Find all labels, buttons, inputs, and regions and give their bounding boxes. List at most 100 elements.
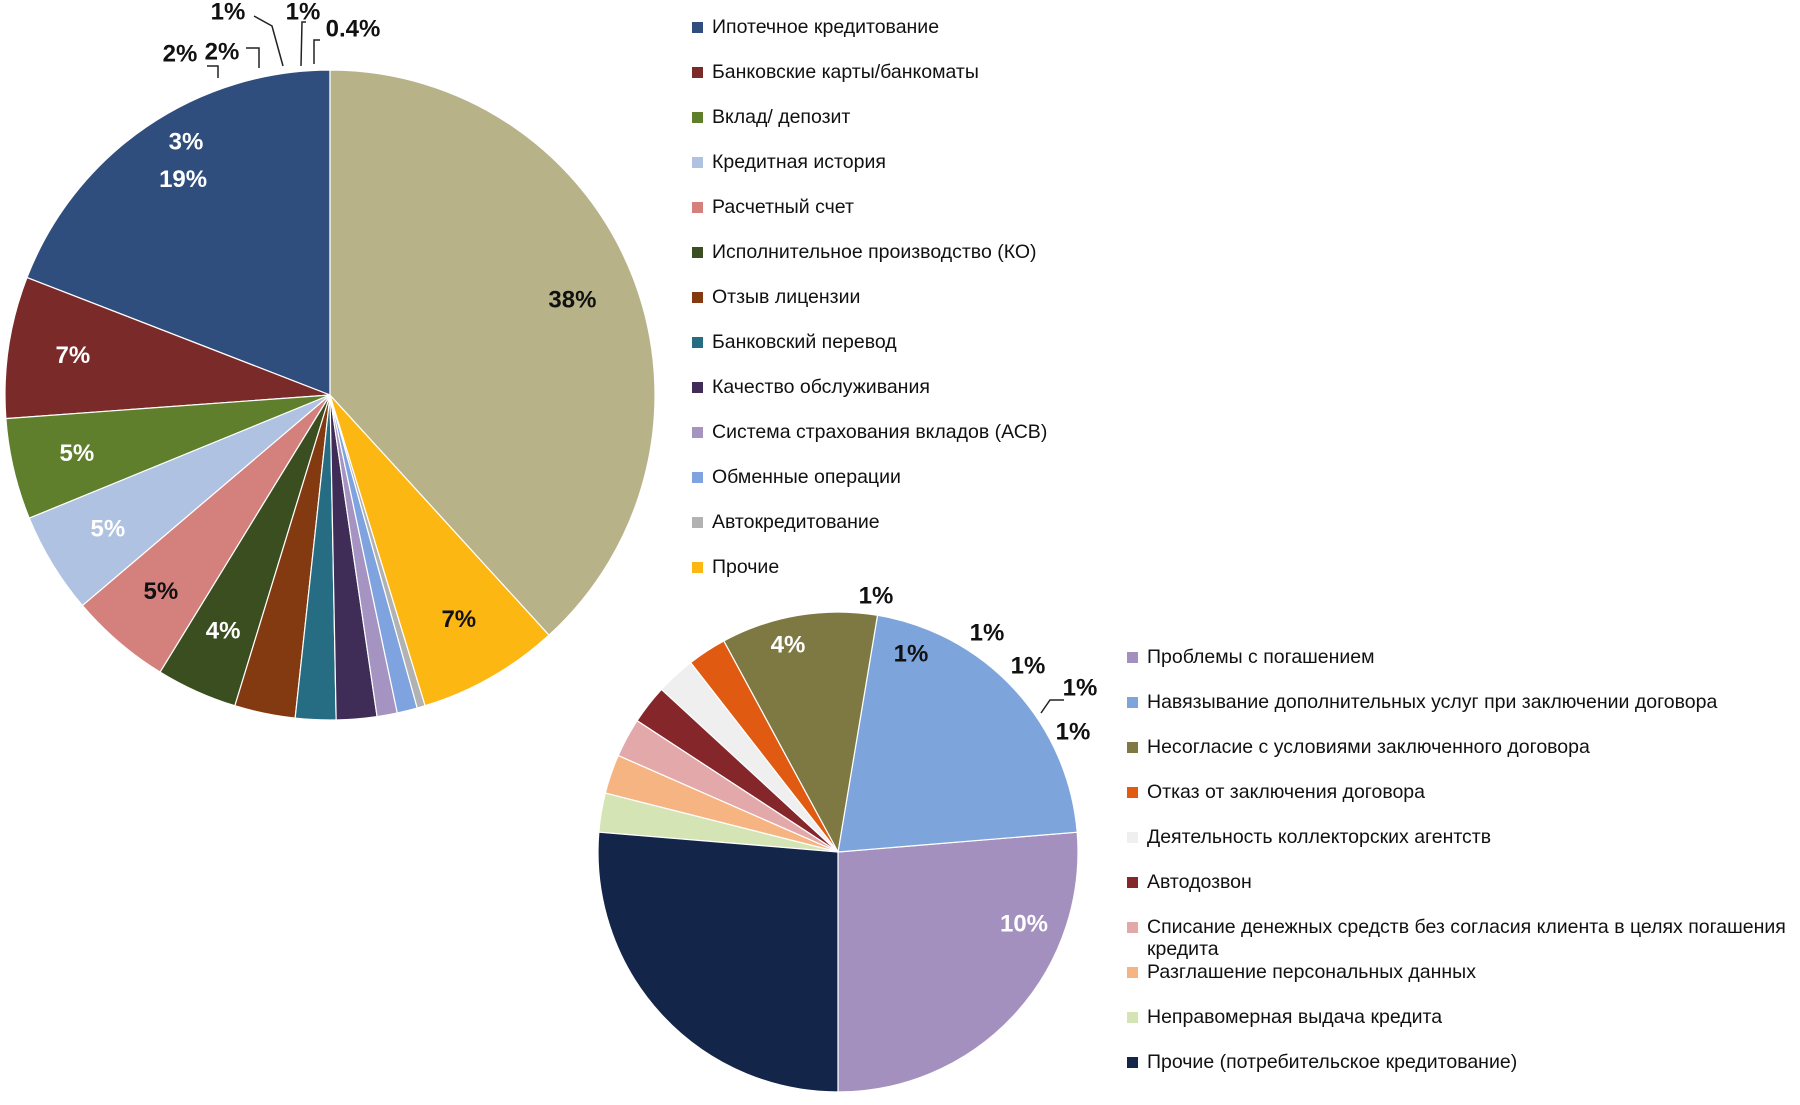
legend2-label-4: Деятельность коллекторских агентств [1147, 826, 1492, 848]
legend2-swatch-0 [1127, 652, 1138, 663]
legend2-item-1: Навязывание дополнительных услуг при зак… [1127, 691, 1717, 713]
legend1-swatch-3 [692, 157, 703, 168]
legend2-item-6: Списание денежных средств без согласия к… [1127, 916, 1797, 960]
legend1-label-9: Система страхования вкладов (АСВ) [712, 421, 1048, 443]
pie1-leader-7 [207, 65, 219, 78]
legend2-item-2: Несогласие с условиями заключенного дого… [1127, 736, 1590, 758]
legend1-swatch-6 [692, 292, 703, 303]
legend1-item-11: Автокредитование [692, 511, 880, 533]
legend1-label-1: Банковские карты/банкоматы [712, 61, 979, 83]
pie2-slice-2 [722, 611, 879, 854]
pie2-data-label-7: 1% [1063, 674, 1098, 701]
pie2-data-label-6: 1% [1011, 652, 1046, 679]
pie2-data-label-9: 10% [1000, 910, 1048, 937]
legend1-item-10: Обменные операции [692, 466, 901, 488]
legend1-swatch-2 [692, 112, 703, 123]
legend1-item-7: Банковский перевод [692, 331, 897, 353]
pie2-slice-1 [837, 614, 1078, 853]
pie1-slice-12 [329, 394, 550, 707]
pie2-data-label-8: 1% [1056, 718, 1091, 745]
legend1-label-0: Ипотечное кредитование [712, 16, 940, 38]
legend2-label-5: Автодозвон [1147, 871, 1252, 893]
legend1-item-8: Качество обслуживания [692, 376, 930, 398]
legend2-label-9: Прочие (потребительское кредитование) [1147, 1051, 1518, 1073]
legend1-label-6: Отзыв лицензии [712, 286, 861, 308]
pie-chart-1: 19%7%5%5%5%4%3%2% 2%1% 1%0.4%7%38% [4, 0, 656, 721]
legend1-swatch-7 [692, 337, 703, 348]
legend2-swatch-4 [1127, 832, 1138, 843]
legend2-item-5: Автодозвон [1127, 871, 1252, 893]
legend1-item-9: Система страхования вкладов (АСВ) [692, 421, 1047, 443]
legend1-label-4: Расчетный счет [712, 196, 854, 218]
legend1-item-5: Исполнительное производство (КО) [692, 241, 1037, 263]
legend2-swatch-5 [1127, 877, 1138, 888]
legend2-item-9: Прочие (потребительское кредитование) [1127, 1051, 1517, 1073]
legend2-label-2: Несогласие с условиями заключенного дого… [1147, 736, 1590, 758]
pie2-leader-7 [1040, 699, 1064, 714]
legend2-label-8: Неправомерная выдача кредита [1147, 1006, 1443, 1028]
legend1-label-7: Банковский перевод [712, 331, 897, 353]
legend1-item-12: Прочие [692, 556, 779, 578]
legend1-label-10: Обменные операции [712, 466, 901, 488]
legend2-swatch-9 [1127, 1057, 1138, 1068]
pie1-leader-8 [246, 47, 260, 68]
legend1-label-8: Качество обслуживания [712, 376, 930, 398]
legend1-swatch-11 [692, 517, 703, 528]
legend1-swatch-1 [692, 67, 703, 78]
pie1-data-label-11: 0.4% [326, 15, 381, 42]
pie1-data-label-1: 7% [56, 342, 91, 369]
pie2-slice-9 [597, 831, 839, 1093]
pie1-leader-9 [253, 15, 284, 67]
legend2-swatch-2 [1127, 742, 1138, 753]
pie1-slice-1 [4, 276, 331, 420]
legend1-item-2: Вклад/ депозит [692, 106, 850, 128]
legend2-item-4: Деятельность коллекторских агентств [1127, 826, 1491, 848]
pie-chart-2: 10%8%4%1%1%1%1%1%1%10% [597, 582, 1098, 1093]
legend2-label-6: Списание денежных средств без согласия к… [1147, 916, 1786, 960]
pie2-data-label-2: 4% [771, 631, 806, 658]
legend2-label-1: Навязывание дополнительных услуг при зак… [1147, 691, 1718, 713]
legend1-swatch-10 [692, 472, 703, 483]
legend1-label-11: Автокредитование [712, 511, 880, 533]
legend1-item-4: Расчетный счет [692, 196, 854, 218]
legend1-swatch-0 [692, 22, 703, 33]
legend1-item-3: Кредитная история [692, 151, 886, 173]
pie1-data-label-6: 3% [169, 128, 204, 155]
legend1-label-12: Прочие [712, 556, 780, 578]
pie1-data-label-7: 2% [163, 40, 198, 67]
pie1-data-label-13: 38% [548, 286, 596, 313]
pie1-data-label-3: 5% [91, 516, 126, 543]
pie1-data-label-4: 5% [144, 578, 179, 605]
pie1-data-label-8: 2% [205, 38, 240, 65]
legend2-swatch-3 [1127, 787, 1138, 798]
legend1-label-5: Исполнительное производство (КО) [712, 241, 1037, 263]
legend2-swatch-6 [1127, 922, 1138, 933]
pie1-slice-13 [329, 69, 656, 636]
pie1-data-label-9: 1% [211, 0, 246, 25]
legend2-item-0: Проблемы с погашением [1127, 646, 1375, 668]
pie1-data-label-5: 4% [206, 617, 241, 644]
legend2-label-0: Проблемы с погашением [1147, 646, 1375, 668]
legend1-swatch-4 [692, 202, 703, 213]
pie1-leader-10 [300, 21, 306, 67]
legend1-swatch-9 [692, 427, 703, 438]
legend1-item-0: Ипотечное кредитование [692, 16, 939, 38]
legend1-item-1: Банковские карты/банкоматы [692, 61, 979, 83]
pie2-data-label-4: 1% [894, 640, 929, 667]
pie1-data-label-10: 1% [286, 0, 321, 25]
legend2-label-3: Отказ от заключения договора [1147, 781, 1425, 803]
pie2-slice-0 [837, 831, 1079, 1093]
legend1-swatch-5 [692, 247, 703, 258]
pie2-data-label-3: 1% [859, 582, 894, 609]
pie2-data-label-5: 1% [970, 619, 1005, 646]
pie1-data-label-2: 5% [60, 440, 95, 467]
pie1-leader-11 [313, 39, 320, 64]
legend2-label-7: Разглашение персональных данных [1147, 961, 1476, 983]
pie1-slice-0 [26, 69, 331, 396]
pie1-data-label-12: 7% [441, 606, 476, 633]
legend2-swatch-8 [1127, 1012, 1138, 1023]
pie1-data-label-0: 19% [159, 166, 207, 193]
legend1-swatch-8 [692, 382, 703, 393]
legend2-item-8: Неправомерная выдача кредита [1127, 1006, 1442, 1028]
